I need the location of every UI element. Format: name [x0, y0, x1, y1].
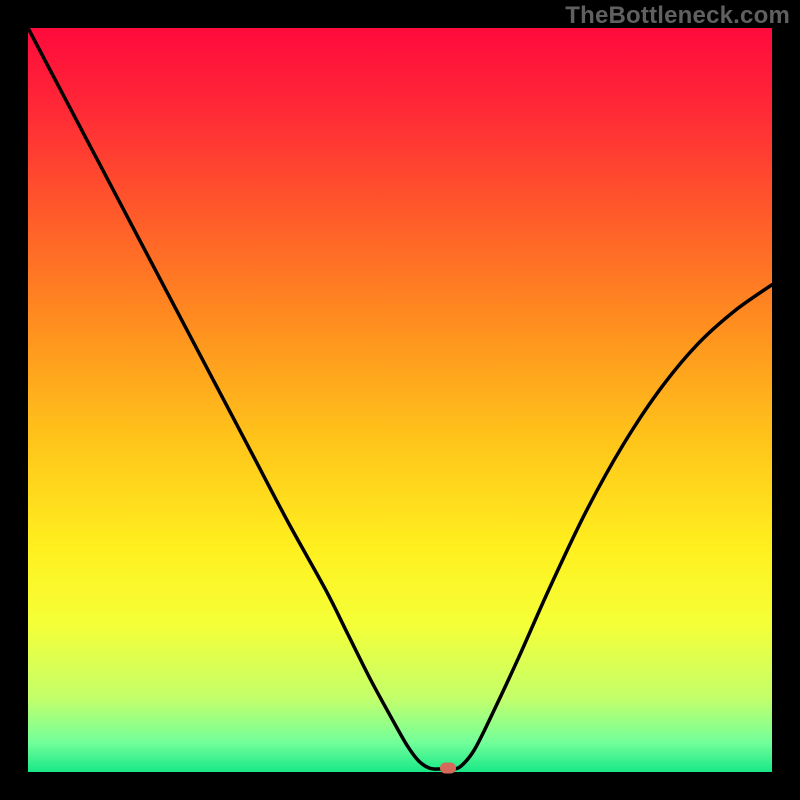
gradient-background: [28, 28, 772, 772]
bottleneck-curve: [28, 28, 772, 769]
optimum-marker: [440, 762, 456, 773]
chart-frame: TheBottleneck.com: [0, 0, 800, 800]
bottleneck-curve-svg: [28, 28, 772, 772]
plot-area: [28, 28, 772, 772]
watermark-label: TheBottleneck.com: [565, 2, 790, 30]
